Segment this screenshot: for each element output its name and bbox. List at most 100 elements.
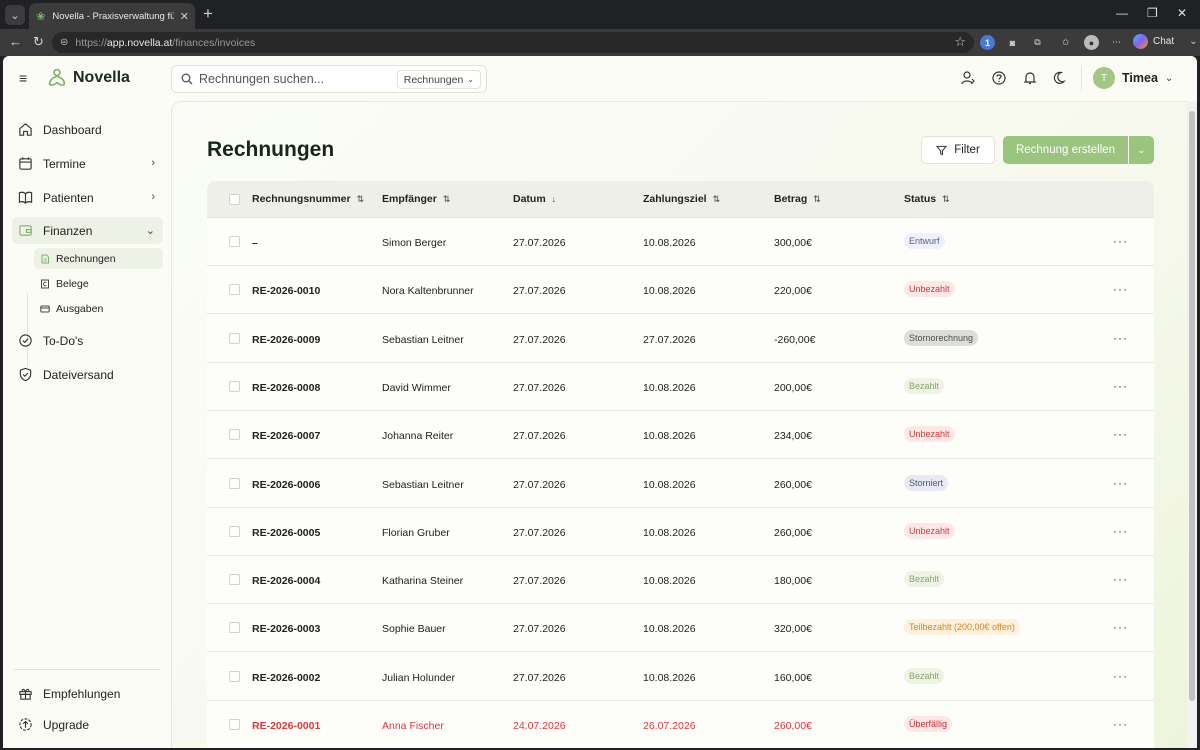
more-menu-icon[interactable]: ⋯ <box>1112 37 1121 47</box>
browser-tab[interactable]: ❀ Novella - Praxisverwaltung für The ✕ <box>29 3 195 29</box>
sidebar-item-todos[interactable]: To-Do's <box>12 327 163 354</box>
table-row[interactable]: RE-2026-0006 Sebastian Leitner 27.07.2026 1… <box>207 460 1154 508</box>
row-checkbox[interactable] <box>229 332 240 344</box>
sidebar-subitem-label: Ausgaben <box>56 302 104 315</box>
table-row[interactable]: – Simon Berger 27.07.2026 10.08.2026 300,00€… <box>207 218 1154 266</box>
sidebar-item-dateiversand[interactable]: Dateiversand <box>12 361 163 388</box>
minimize-icon[interactable]: — <box>1116 6 1128 20</box>
bookmark-star-icon[interactable]: ☆ <box>954 34 966 49</box>
table-row[interactable]: RE-2026-0003 Sophie Bauer 27.07.2026 10.08.… <box>207 604 1154 653</box>
favorites-icon[interactable]: ✩ <box>1061 37 1070 47</box>
chevron-down-icon: ⌄ <box>145 225 155 237</box>
dark-mode-icon[interactable] <box>1053 70 1069 86</box>
row-checkbox[interactable] <box>229 670 240 682</box>
close-tab-icon[interactable]: ✕ <box>179 10 189 23</box>
table-row[interactable]: RE-2026-0007 Johanna Reiter 27.07.2026 10.0… <box>207 411 1154 460</box>
page-title: Rechnungen <box>207 138 335 161</box>
close-window-icon[interactable]: ✕ <box>1177 6 1188 20</box>
sidebar-item-termine[interactable]: Termine › <box>12 150 163 177</box>
status-badge: Überfällig <box>904 716 953 732</box>
column-header-recipient[interactable]: Empfänger ⇅ <box>382 193 451 205</box>
sidebar-item-finanzen[interactable]: Finanzen ⌄ <box>12 217 163 244</box>
row-actions-icon[interactable]: ··· <box>1113 668 1128 683</box>
brand-logo[interactable]: Novella <box>46 67 130 89</box>
create-options-dropdown[interactable]: ⌄ <box>1129 136 1154 164</box>
site-info-icon[interactable]: ⊜ <box>60 37 69 48</box>
tab-list-button[interactable]: ⌄ <box>5 5 25 25</box>
sidebar-subitem-rechnungen[interactable]: Rechnungen <box>34 248 163 269</box>
row-checkbox[interactable] <box>229 622 240 634</box>
search-input[interactable] <box>199 72 399 86</box>
invoice-date: 27.07.2026 <box>513 671 566 684</box>
bell-icon[interactable] <box>1022 70 1038 86</box>
sidebar-subitem-belege[interactable]: Belege <box>34 273 163 294</box>
browser-tabbar: ⌄ ❀ Novella - Praxisverwaltung für The ✕… <box>0 0 1200 29</box>
row-checkbox[interactable] <box>229 429 240 441</box>
row-actions-icon[interactable]: ··· <box>1113 523 1128 538</box>
table-row[interactable]: RE-2026-0009 Sebastian Leitner 27.07.2026 2… <box>207 315 1154 363</box>
address-bar[interactable]: ⊜ https://app.novella.at/finances/invoic… <box>52 32 974 53</box>
copilot-chat-button[interactable]: Chat ⌄ <box>1133 34 1198 49</box>
row-checkbox[interactable] <box>229 719 240 730</box>
search-box[interactable]: Rechnungen ⌄ <box>171 65 487 93</box>
invoice-date: 27.07.2026 <box>513 381 566 394</box>
table-row[interactable]: RE-2026-0002 Julian Holunder 27.07.2026 10.… <box>207 653 1154 701</box>
table-row[interactable]: RE-2026-0010 Nora Kaltenbrunner 27.07.2026… <box>207 266 1154 315</box>
password-manager-icon[interactable]: 1 <box>980 35 995 50</box>
profile-icon[interactable]: ● <box>1084 35 1099 50</box>
chevron-down-icon[interactable]: ⌄ <box>1189 36 1198 47</box>
chevron-right-icon: › <box>151 157 155 169</box>
back-icon[interactable]: ← <box>9 34 22 49</box>
row-checkbox[interactable] <box>229 525 240 537</box>
sidebar-item-dashboard[interactable]: Dashboard <box>12 116 163 143</box>
column-header-amount[interactable]: Betrag ⇅ <box>774 193 821 205</box>
row-actions-icon[interactable]: ··· <box>1113 234 1128 248</box>
recipient-name: Sebastian Leitner <box>382 478 464 491</box>
chevron-down-icon: ⌄ <box>1164 72 1174 84</box>
sidebar-item-empfehlungen[interactable]: Empfehlungen <box>12 680 163 707</box>
row-checkbox[interactable] <box>229 284 240 296</box>
sidebar-item-patienten[interactable]: Patienten › <box>12 184 163 211</box>
select-all-checkbox[interactable] <box>229 194 240 205</box>
row-actions-icon[interactable]: ··· <box>1113 572 1128 587</box>
row-checkbox[interactable] <box>229 236 240 247</box>
user-menu[interactable]: T Timea ⌄ <box>1093 67 1173 89</box>
status-badge: Unbezahlt <box>904 426 955 443</box>
row-checkbox[interactable] <box>229 477 240 489</box>
status-badge: Stornorechnung <box>904 329 979 346</box>
row-actions-icon[interactable]: ··· <box>1113 620 1128 635</box>
sidebar-item-upgrade[interactable]: Upgrade <box>12 711 163 738</box>
extensions-icon[interactable]: ⧉ <box>1034 37 1041 47</box>
restore-icon[interactable]: ❐ <box>1147 6 1158 20</box>
row-checkbox[interactable] <box>229 574 240 586</box>
sidebar-item-label: Upgrade <box>43 717 90 732</box>
filter-button[interactable]: Filter <box>921 136 995 164</box>
table-row[interactable]: RE-2026-0008 David Wimmer 27.07.2026 10.08.… <box>207 363 1154 411</box>
row-checkbox[interactable] <box>229 380 240 392</box>
create-invoice-button[interactable]: Rechnung erstellen <box>1003 136 1128 164</box>
user-switch-icon[interactable] <box>960 70 976 86</box>
row-actions-icon[interactable]: ··· <box>1113 378 1128 393</box>
row-actions-icon[interactable]: ··· <box>1113 330 1128 345</box>
menu-icon[interactable]: ≡ <box>19 70 28 86</box>
search-scope-select[interactable]: Rechnungen ⌄ <box>396 70 481 89</box>
column-header-number[interactable]: Rechnungsnummer ⇅ <box>252 193 365 205</box>
table-row[interactable]: RE-2026-0004 Katharina Steiner 27.07.2026 1… <box>207 556 1154 605</box>
column-header-due[interactable]: Zahlungsziel ⇅ <box>643 193 721 205</box>
row-actions-icon[interactable]: ··· <box>1113 717 1128 731</box>
row-actions-icon[interactable]: ··· <box>1113 475 1128 490</box>
scroll-thumb[interactable] <box>1189 111 1195 701</box>
table-row[interactable]: RE-2026-0005 Florian Gruber 27.07.2026 10.0… <box>207 508 1154 556</box>
new-tab-icon[interactable]: + <box>203 4 213 23</box>
camera-extension-icon[interactable]: ◙ <box>1009 37 1016 48</box>
help-icon[interactable] <box>991 70 1007 86</box>
reload-icon[interactable]: ↻ <box>33 34 44 49</box>
row-actions-icon[interactable]: ··· <box>1113 282 1128 297</box>
recipient-name: Katharina Steiner <box>382 575 464 588</box>
column-header-status[interactable]: Status ⇅ <box>904 193 950 205</box>
row-actions-icon[interactable]: ··· <box>1113 427 1128 442</box>
column-header-date[interactable]: Datum ↓ <box>513 193 557 205</box>
page-scrollbar[interactable] <box>1187 101 1197 748</box>
sidebar-subitem-ausgaben[interactable]: Ausgaben <box>34 298 163 319</box>
table-row[interactable]: RE-2026-0001 Anna Fischer 24.07.2026 26.07.… <box>207 701 1154 748</box>
